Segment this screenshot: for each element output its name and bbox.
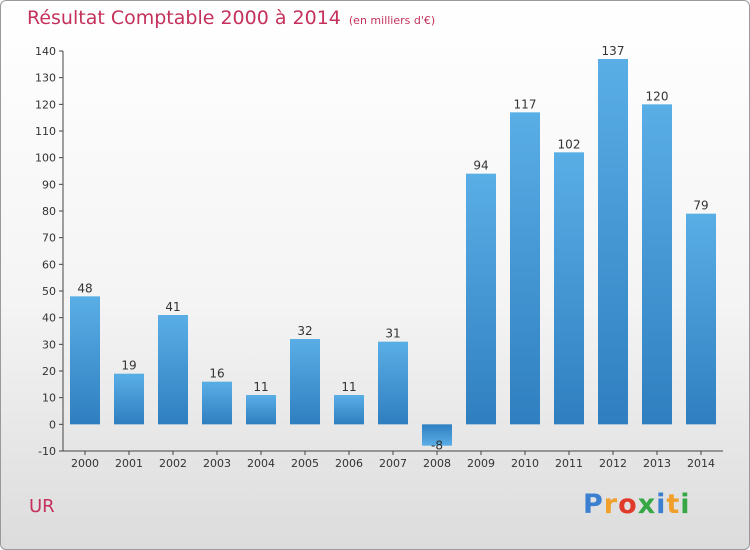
bar-2006 (334, 395, 364, 425)
value-label-2014: 79 (693, 199, 708, 213)
x-tick-label-2006: 2006 (335, 457, 363, 470)
x-tick-label-2003: 2003 (203, 457, 231, 470)
y-tick-label: 40 (42, 312, 56, 325)
title-text: Résultat Comptable 2000 à 2014 (27, 7, 341, 29)
bar-2004 (246, 395, 276, 425)
bar-2010 (510, 112, 540, 425)
x-tick-label-2012: 2012 (599, 457, 627, 470)
chart-title: Résultat Comptable 2000 à 2014 (en millie… (27, 7, 435, 29)
x-tick-label-2004: 2004 (247, 457, 275, 470)
y-tick-label: 20 (42, 365, 56, 378)
logo-letter: i (656, 489, 667, 520)
value-label-2009: 94 (473, 159, 488, 173)
commune-name: UR (29, 496, 55, 517)
value-label-2010: 117 (514, 97, 537, 111)
bar-2008 (422, 424, 452, 446)
y-tick-label: 0 (49, 418, 56, 431)
bar-2007 (378, 341, 408, 425)
x-tick-label-2014: 2014 (687, 457, 715, 470)
bar-2011 (554, 152, 584, 425)
title-unit: (en milliers d'€) (348, 14, 436, 27)
y-tick-label: 10 (42, 392, 56, 405)
value-label-2000: 48 (77, 281, 92, 295)
value-label-2004: 11 (253, 380, 268, 394)
value-label-2011: 102 (558, 137, 581, 151)
x-tick-label-2000: 2000 (71, 457, 99, 470)
value-label-2007: 31 (385, 327, 400, 341)
x-tick-label-2010: 2010 (511, 457, 539, 470)
x-tick-label-2007: 2007 (379, 457, 407, 470)
axes: -10 0 10 20 30 40 50 60 70 80 90 100 110 120 130 140 200… (35, 45, 723, 470)
x-tick-label-2011: 2011 (555, 457, 583, 470)
y-tick-label: 100 (35, 152, 56, 165)
y-tick-label: 90 (42, 178, 56, 191)
bar-2000 (70, 296, 100, 425)
bar-2012 (598, 59, 628, 425)
x-tick-label-2001: 2001 (115, 457, 143, 470)
y-tick-label: 120 (35, 98, 56, 111)
y-tick-label: 50 (42, 285, 56, 298)
y-tick-label: 60 (42, 258, 56, 271)
y-tick-label: -10 (38, 445, 56, 458)
value-label-2002: 41 (165, 300, 180, 314)
value-label-2001: 19 (121, 359, 136, 373)
proxiti-logo[interactable]: Proxiti (583, 489, 691, 520)
bar-2003 (202, 381, 232, 425)
logo-letter: P (583, 489, 604, 520)
logo-letter: x (637, 489, 657, 520)
x-tick-label-2009: 2009 (467, 457, 495, 470)
bars: 48 19 41 16 11 32 11 31 -8 94 117 102 137 120 79 (70, 44, 716, 453)
bar-2002 (158, 315, 188, 425)
bar-2009 (466, 173, 496, 425)
bar-2005 (290, 339, 320, 425)
bar-2014 (686, 213, 716, 425)
value-label-2005: 32 (297, 324, 312, 338)
y-tick-label: 130 (35, 72, 56, 85)
y-tick-label: 30 (42, 338, 56, 351)
y-tick-label: 110 (35, 125, 56, 138)
logo-letter: i (680, 489, 691, 520)
logo-letter: r (603, 489, 619, 520)
bar-2001 (114, 373, 144, 425)
value-label-2003: 16 (209, 367, 224, 381)
y-tick-label: 80 (42, 205, 56, 218)
y-tick-label: 140 (35, 45, 56, 58)
y-tick-label: 70 (42, 232, 56, 245)
bar-2013 (642, 104, 672, 425)
x-tick-label-2002: 2002 (159, 457, 187, 470)
logo-letter: t (666, 489, 681, 520)
x-tick-label-2013: 2013 (643, 457, 671, 470)
value-label-2013: 120 (646, 89, 669, 103)
value-label-2008: -8 (431, 439, 443, 453)
x-tick-label-2008: 2008 (423, 457, 451, 470)
value-label-2006: 11 (341, 380, 356, 394)
value-label-2012: 137 (602, 44, 625, 58)
logo-letter: o (618, 489, 638, 520)
x-tick-label-2005: 2005 (291, 457, 319, 470)
